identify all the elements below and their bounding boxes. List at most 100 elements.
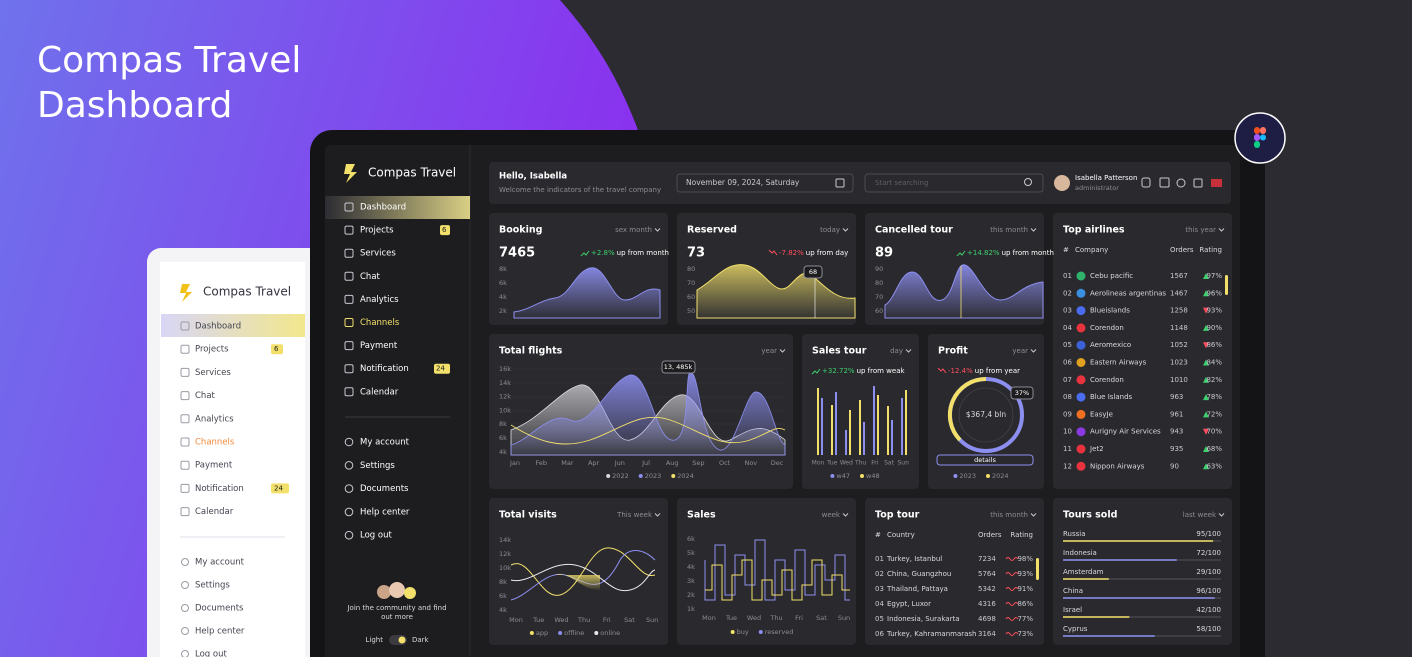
row-rank: 01: [875, 555, 884, 563]
menu-item[interactable]: Projects: [195, 345, 229, 355]
decor-rect: [1193, 178, 1203, 188]
change-text: up from weak: [857, 367, 906, 375]
menu-item[interactable]: Help center: [360, 507, 410, 517]
period-select[interactable]: this year: [1185, 226, 1216, 234]
badge: [434, 363, 450, 374]
airline-name: Aeromexico: [1090, 341, 1131, 349]
row-rank: 06: [875, 630, 884, 638]
rating-wave: [1005, 587, 1019, 591]
rating: 68%: [1206, 445, 1222, 453]
chevron: [654, 513, 661, 517]
legend-dot: [558, 631, 563, 635]
row-rank: 04: [875, 600, 884, 608]
period-select[interactable]: This week: [616, 511, 653, 519]
row-rank: 01: [1063, 272, 1072, 280]
menu-item[interactable]: Notification: [195, 484, 244, 494]
rating-trend: [1203, 394, 1209, 401]
details-button[interactable]: details: [974, 456, 996, 464]
menu-item[interactable]: Log out: [195, 650, 227, 657]
period-select[interactable]: day: [890, 347, 903, 355]
period-select[interactable]: sex month: [615, 226, 652, 234]
period-select[interactable]: today: [820, 226, 840, 234]
greeting: Hello, Isabella: [499, 172, 567, 182]
decor-circle: [404, 587, 416, 599]
menu-item[interactable]: Chat: [195, 391, 216, 401]
decor-path: [510, 371, 786, 456]
x-tick-label: Wed: [554, 616, 568, 624]
airline-logo: [1076, 444, 1086, 454]
brand: Compas Travel: [203, 285, 291, 299]
badge-text: 6: [442, 226, 447, 234]
period-select[interactable]: year: [1012, 347, 1028, 355]
menu-item[interactable]: Settings: [360, 461, 395, 471]
date-picker[interactable]: November 09, 2024, Saturday: [686, 178, 800, 187]
menu-item[interactable]: Notification: [360, 364, 409, 374]
rating-wave: [1005, 617, 1019, 621]
decor-circle: [398, 636, 406, 644]
row-rank: 03: [875, 585, 884, 593]
menu-item[interactable]: Calendar: [195, 507, 234, 517]
menu-item[interactable]: Projects: [360, 226, 394, 236]
menu-icon: [344, 341, 354, 351]
rating-wave: [1005, 632, 1019, 636]
table-header: Country: [887, 531, 915, 539]
menu-item[interactable]: Calendar: [360, 387, 399, 397]
table-header: Orders: [978, 531, 1002, 539]
menu-item[interactable]: Dashboard: [360, 203, 406, 213]
menu-item[interactable]: Documents: [360, 484, 409, 494]
menu-item[interactable]: Analytics: [195, 414, 234, 424]
rating: 90%: [1206, 324, 1222, 332]
menu-item[interactable]: Dashboard: [195, 322, 241, 332]
menu-item[interactable]: Channels: [195, 438, 235, 448]
legend-dot: [529, 631, 534, 635]
menu-item[interactable]: Chat: [360, 272, 381, 282]
card-title: Booking: [499, 225, 542, 236]
menu-item[interactable]: Log out: [360, 531, 392, 541]
legend-label: 2024: [677, 472, 694, 480]
rating-wave: [1005, 572, 1019, 576]
theme-option[interactable]: Dark: [412, 636, 430, 644]
menu-item[interactable]: Documents: [195, 604, 244, 614]
menu-item[interactable]: Settings: [195, 581, 230, 591]
menu-item[interactable]: Services: [195, 368, 231, 378]
y-tick-label: 70: [687, 279, 695, 287]
chevron: [654, 228, 661, 232]
chevron: [1030, 228, 1037, 232]
theme-option[interactable]: Light: [366, 636, 384, 644]
y-tick-label: 80: [875, 279, 883, 287]
menu-icon: [181, 604, 189, 612]
menu-item[interactable]: Payment: [360, 341, 398, 351]
menu-item[interactable]: Payment: [195, 461, 233, 471]
chevron: [1030, 513, 1037, 517]
menu-item[interactable]: My account: [360, 438, 410, 448]
menu-icon: [181, 581, 189, 589]
period-select[interactable]: week: [822, 511, 841, 519]
menu-item[interactable]: My account: [195, 558, 245, 568]
menu-icon: [344, 387, 354, 397]
menu-item[interactable]: Help center: [195, 627, 245, 637]
x-tick-label: Feb: [535, 459, 547, 467]
change: +14.82%: [967, 249, 1000, 257]
orders: 4316: [978, 600, 996, 608]
destination: Amsterdam: [1063, 568, 1104, 576]
period-select[interactable]: this month: [990, 226, 1028, 234]
menu-icon: [344, 248, 354, 258]
airline-logo: [1076, 461, 1086, 471]
period-select[interactable]: year: [761, 347, 777, 355]
menu-icon: [180, 437, 190, 447]
search-input[interactable]: Start searching: [875, 179, 928, 187]
legend-label: 2022: [612, 472, 629, 480]
change: -12.4%: [948, 367, 973, 375]
menu-item[interactable]: Channels: [360, 318, 400, 328]
period-select[interactable]: last week: [1183, 511, 1217, 519]
menu-icon: [344, 364, 354, 374]
menu-icon: [344, 318, 354, 327]
x-tick-label: Tue: [725, 614, 737, 622]
x-tick-label: Wed: [747, 614, 761, 622]
period-select[interactable]: this month: [990, 511, 1028, 519]
decor-circle: [958, 387, 1014, 443]
rating-trend: [1203, 307, 1209, 314]
hero-title-line: Dashboard: [37, 85, 232, 126]
menu-item[interactable]: Services: [360, 249, 396, 259]
menu-item[interactable]: Analytics: [360, 295, 399, 305]
